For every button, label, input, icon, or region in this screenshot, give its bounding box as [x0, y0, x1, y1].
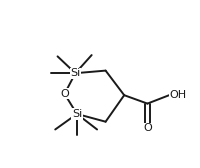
- Text: O: O: [143, 123, 152, 133]
- Text: O: O: [60, 89, 69, 99]
- Text: Si: Si: [72, 109, 82, 119]
- Text: OH: OH: [169, 90, 186, 100]
- Text: Si: Si: [70, 68, 80, 78]
